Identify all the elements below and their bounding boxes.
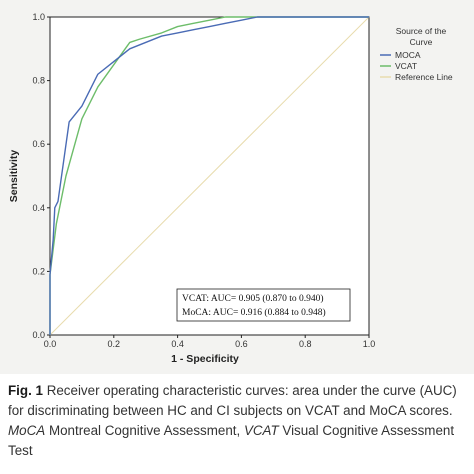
series-layer [49, 16, 370, 336]
chart-panel: 0.0 0.2 0.4 0.6 0.8 1.0 0.0 0.2 0.4 0.6 0.8 1.0 1 -… [0, 0, 474, 374]
legend-label-vcat: VCAT [395, 61, 417, 71]
y-tick-label: 0.0 [32, 330, 45, 340]
y-tick-label: 0.6 [32, 139, 45, 149]
legend-label-moca: MOCA [395, 50, 421, 60]
x-tick-label: 0.2 [108, 339, 121, 349]
roc-chart: 0.0 0.2 0.4 0.6 0.8 1.0 0.0 0.2 0.4 0.6 0.8 1.0 1 -… [8, 12, 453, 365]
y-axis-label: Sensitivity [8, 150, 20, 203]
auc-vcat-label: VCAT: AUC= 0.905 (0.870 to 0.940) [182, 293, 324, 304]
figure-label: Fig. 1 [8, 383, 43, 398]
caption-abbr-vcat: VCAT [243, 423, 279, 438]
caption-text-3: Visual Cognitive Assessment Test [8, 423, 455, 458]
y-tick-label: 0.2 [32, 266, 45, 276]
series-line-moca [49, 16, 369, 335]
caption-text-2: Montreal Cognitive Assessment, [45, 423, 244, 438]
caption-text-1: Receiver operating characteristic curves… [8, 383, 457, 418]
x-axis-label: 1 - Specificity [171, 353, 239, 365]
x-tick-label: 0.4 [171, 339, 184, 349]
legend-title-line-1: Source of the [396, 26, 447, 36]
series-line-reference-line [49, 16, 370, 336]
legend: Source of the Curve MOCA VCAT Reference … [380, 26, 453, 82]
series-line-vcat [49, 16, 369, 335]
y-tick-label: 0.8 [32, 76, 45, 86]
figure-caption: Fig. 1 Receiver operating characteristic… [8, 381, 468, 461]
caption-abbr-moca: MoCA [8, 423, 46, 438]
legend-title-line-2: Curve [410, 37, 433, 47]
y-tick-label: 0.4 [32, 203, 45, 213]
x-tick-label: 1.0 [363, 339, 376, 349]
x-tick-label: 0.8 [299, 339, 312, 349]
legend-label-reference-line: Reference Line [395, 72, 453, 82]
x-tick-label: 0.0 [44, 339, 57, 349]
auc-box [176, 288, 351, 322]
ticks-layer: 0.0 0.2 0.4 0.6 0.8 1.0 0.0 0.2 0.4 0.6 0.8 1.0 [32, 12, 375, 349]
y-tick-label: 1.0 [32, 12, 45, 22]
x-tick-label: 0.6 [235, 339, 248, 349]
auc-moca-label: MoCA: AUC= 0.916 (0.884 to 0.948) [182, 307, 326, 318]
